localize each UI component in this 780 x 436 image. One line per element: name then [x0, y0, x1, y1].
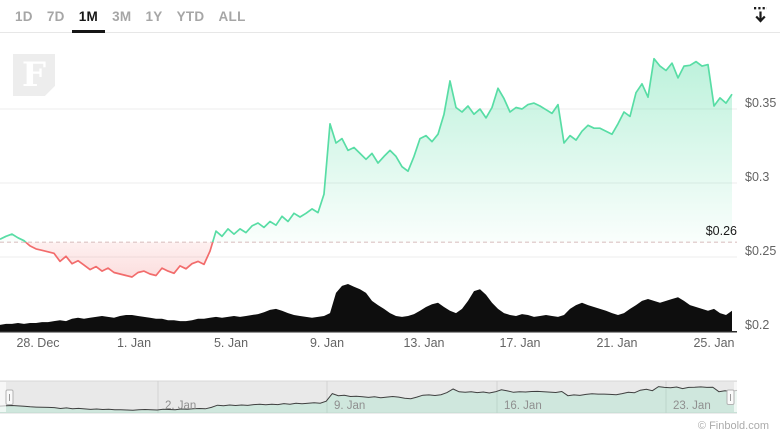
tab-1m[interactable]: 1M [71, 1, 106, 33]
credit-watermark: © Finbold.com [698, 420, 769, 432]
navigator-area [0, 386, 737, 413]
range-selector-bar: 1D 7D 1M 3M 1Y YTD ALL [0, 0, 780, 33]
x-axis-label: 28. Dec [16, 336, 59, 350]
tab-all[interactable]: ALL [218, 9, 246, 24]
x-axis-label: 1. Jan [117, 336, 151, 350]
download-icon [753, 7, 767, 23]
tab-1y[interactable]: 1Y [145, 9, 163, 24]
x-axis-label: 25. Jan [693, 336, 734, 350]
navigator-handle-right[interactable] [726, 389, 735, 405]
navigator-tick-label: 23. Jan [673, 400, 711, 412]
y-axis-label: $0.2 [745, 318, 769, 332]
download-button[interactable] [749, 3, 771, 27]
tab-bar: 1D 7D 1M 3M 1Y YTD ALL [0, 0, 780, 33]
x-axis-label: 21. Jan [596, 336, 637, 350]
navigator-handle-left[interactable] [5, 389, 14, 405]
tab-ytd[interactable]: YTD [176, 9, 205, 24]
y-axis-label: $0.3 [745, 170, 769, 184]
y-axis-label: $0.25 [745, 244, 776, 258]
tab-1d[interactable]: 1D [15, 9, 33, 24]
x-axis-label: 9. Jan [310, 336, 344, 350]
x-axis-label: 5. Jan [214, 336, 248, 350]
tab-7d[interactable]: 7D [46, 9, 65, 24]
y-axis-label: $0.35 [745, 96, 776, 110]
x-axis-label: 13. Jan [403, 336, 444, 350]
navigator[interactable] [0, 380, 738, 414]
x-axis-label: 17. Jan [499, 336, 540, 350]
price-line-down [24, 242, 214, 278]
tab-3m[interactable]: 3M [112, 9, 132, 24]
price-area-above-threshold [0, 58, 732, 243]
price-line-up [0, 57, 733, 243]
finbold-logo-watermark: F [13, 54, 55, 96]
threshold-label: $0.26 [706, 224, 737, 238]
navigator-tick-label: 16. Jan [504, 400, 542, 412]
price-area-below-threshold [0, 242, 732, 277]
price-chart[interactable]: $0.26 $0.35 $0.3 $0.25 $0.2 28. Dec 1. Jan 5. J… [0, 33, 780, 436]
logo-letter: F [21, 55, 47, 95]
navigator-tick-label: 2. Jan [165, 400, 196, 412]
navigator-tick-label: 9. Jan [334, 400, 365, 412]
navigator-line [0, 386, 738, 411]
volume-area [0, 284, 732, 331]
